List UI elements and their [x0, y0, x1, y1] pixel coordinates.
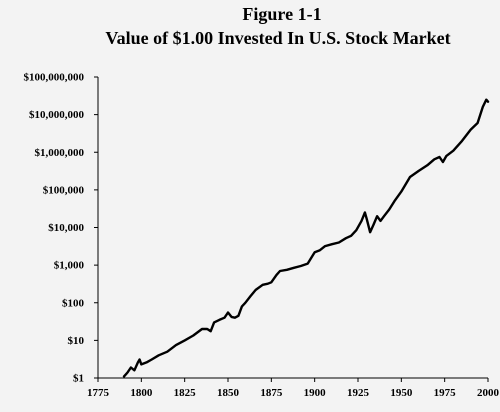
- y-tick-label: $100,000,000: [24, 72, 85, 84]
- chart-axes: [97, 77, 488, 379]
- x-tick-label: 2000: [477, 387, 500, 399]
- chart-title: Figure 1-1: [242, 4, 322, 24]
- x-tick-label: 1850: [217, 387, 240, 399]
- y-tick-label: $10,000,000: [29, 109, 85, 121]
- x-tick-label: 1975: [434, 387, 457, 399]
- x-axis-ticks: 1775 1800 1825 1850 1875 1900 1925 1950 1975 2000: [87, 378, 500, 399]
- y-tick-label: $100: [62, 297, 85, 309]
- y-tick-label: $10,000: [48, 222, 84, 234]
- chart-subtitle: Value of $1.00 Invested In U.S. Stock Ma…: [105, 28, 451, 48]
- y-tick-label: $1,000: [54, 260, 85, 272]
- x-tick-label: 1925: [347, 387, 370, 399]
- y-tick-label: $1,000,000: [35, 147, 85, 159]
- plot-area: [122, 98, 490, 378]
- y-tick-label: $10: [68, 335, 85, 347]
- x-tick-label: 1950: [390, 387, 413, 399]
- x-tick-label: 1900: [304, 387, 327, 399]
- y-tick-label: $100,000: [43, 184, 85, 196]
- y-tick-label: $1: [73, 373, 84, 385]
- y-axis-ticks: $1 $10 $100 $1,000 $10,000 $100,000 $1,000,000…: [24, 72, 98, 385]
- series-line-0: [122, 98, 490, 378]
- x-tick-label: 1800: [130, 387, 153, 399]
- x-tick-label: 1875: [260, 387, 283, 399]
- x-tick-label: 1775: [87, 387, 110, 399]
- x-tick-label: 1825: [174, 387, 197, 399]
